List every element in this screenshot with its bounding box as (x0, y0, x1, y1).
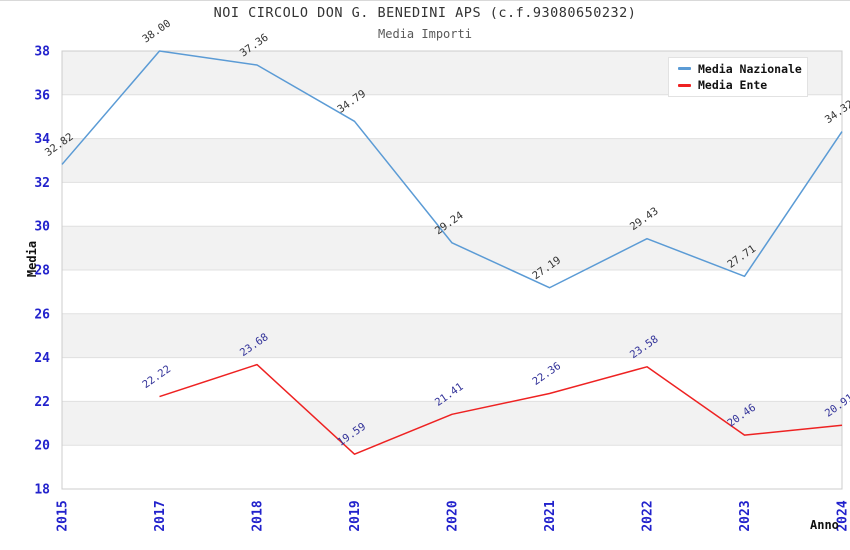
legend-marker-media-ente (678, 83, 691, 87)
y-tick-label: 32 (34, 176, 50, 191)
data-point-label: 22.22 (140, 363, 173, 391)
y-tick-label: 28 (34, 264, 50, 279)
x-tick-label: 2020 (446, 500, 461, 531)
x-tick-label: 2021 (543, 500, 558, 531)
y-tick-label: 34 (34, 132, 50, 147)
legend-marker-media-nazionale (678, 67, 691, 71)
y-axis-title: Media (25, 240, 39, 278)
grid-band (62, 313, 842, 358)
x-tick-label: 2018 (251, 500, 266, 531)
x-tick-label: 2023 (738, 500, 753, 531)
y-tick-label: 22 (34, 395, 50, 410)
legend-label-media-nazionale: Media Nazionale (698, 61, 802, 76)
x-axis-title: Anno (810, 518, 839, 532)
data-point-label: 34.32 (823, 98, 850, 126)
y-tick-label: 36 (34, 88, 50, 103)
y-tick-label: 20 (34, 439, 50, 454)
series-line-media-ente (159, 363, 843, 455)
legend-item-media-ente: Media Ente (678, 78, 807, 92)
x-tick-label: 2022 (641, 500, 656, 531)
legend-label-media-ente: Media Ente (698, 78, 768, 93)
x-tick-label: 2017 (153, 500, 168, 531)
grid-band (62, 138, 842, 183)
x-tick-label: 2024 (836, 500, 850, 531)
legend: Media Nazionale Media Ente (668, 57, 808, 97)
window-top-border (0, 0, 850, 1)
grid-band (62, 226, 842, 270)
y-tick-label: 30 (34, 220, 50, 235)
x-tick-label: 2015 (56, 500, 71, 531)
legend-item-media-nazionale: Media Nazionale (678, 62, 807, 76)
series-line-media-nazionale (61, 50, 843, 289)
plot-border (61, 50, 843, 490)
data-point-label: 38.00 (140, 17, 173, 45)
grid-band (62, 401, 842, 446)
y-tick-label: 18 (34, 483, 50, 498)
chart-subtitle: Media Importi (378, 27, 472, 41)
y-tick-label: 38 (34, 45, 50, 60)
y-tick-label: 26 (34, 307, 50, 322)
y-tick-label: 24 (34, 351, 50, 366)
chart-title: NOI CIRCOLO DON G. BENEDINI APS (c.f.930… (213, 5, 637, 21)
x-tick-label: 2019 (348, 500, 363, 531)
data-point-label: 22.36 (530, 360, 563, 388)
